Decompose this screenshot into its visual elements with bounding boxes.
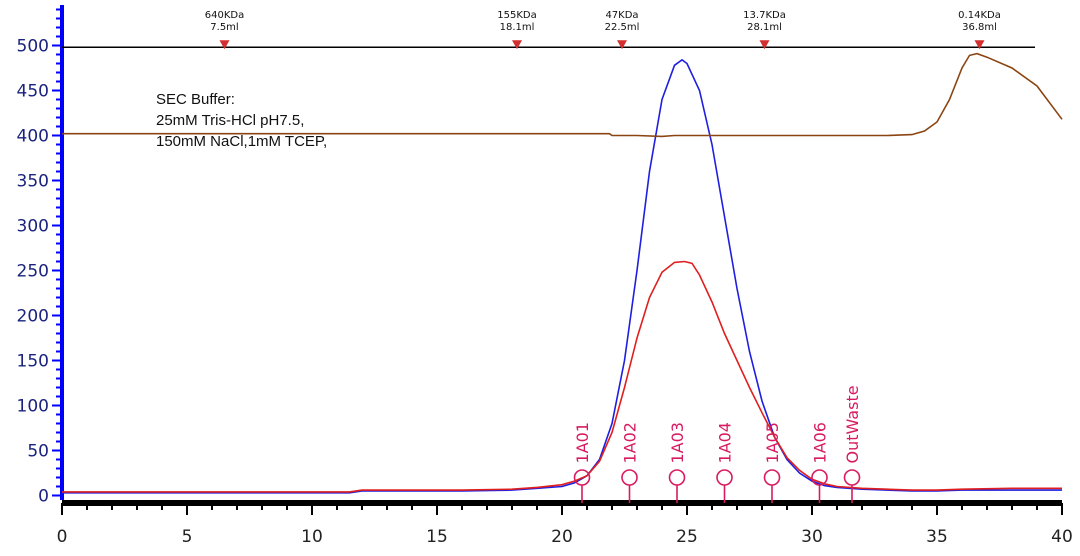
y-tick-label: 250: [17, 262, 49, 282]
fraction-circle: [621, 469, 638, 486]
fraction-label: OutWaste: [843, 385, 862, 463]
fraction-marker: 1A03: [668, 422, 687, 503]
x-tick-label: 35: [926, 527, 948, 547]
series-line-1: [62, 58, 1062, 494]
y-tick-label: 350: [17, 172, 49, 192]
fraction-markers: 1A01 1A02 1A03 1A04 1A05 1A06 OutWaste: [573, 385, 862, 503]
y-tick-label: 150: [17, 352, 49, 372]
fraction-marker: 1A05: [763, 422, 782, 503]
series-line-3: [62, 52, 1063, 138]
mw-volume-label: 22.5ml: [605, 22, 640, 33]
y-tick-label: 300: [17, 217, 49, 237]
x-tick-label: 30: [801, 527, 823, 547]
x-tick-label: 25: [676, 527, 698, 547]
fraction-label: 1A04: [716, 422, 735, 463]
fraction-label: 1A05: [763, 422, 782, 463]
mw-label: 640KDa: [205, 10, 244, 21]
buffer-line-1: SEC Buffer:: [156, 91, 235, 108]
x-ticks: 0 5 10 15 20 25 30 35 40: [57, 503, 1073, 547]
mw-volume-label: 36.8ml: [962, 22, 997, 33]
series-lines: [62, 52, 1063, 494]
series-line-2: [62, 260, 1062, 493]
mw-marker-triangle: [759, 40, 770, 50]
mw-marker-triangle: [512, 40, 522, 50]
x-tick-label: 20: [551, 527, 573, 547]
fraction-circle: [573, 469, 591, 486]
mw-label: 13.7KDa: [743, 10, 786, 21]
x-tick-label: 0: [57, 527, 68, 547]
y-tick-label: 50: [27, 442, 49, 462]
mw-volume-label: 7.5ml: [210, 22, 238, 33]
buffer-annotation: SEC Buffer: 25mM Tris-HCl pH7.5, 150mM N…: [156, 91, 327, 150]
buffer-line-2: 25mM Tris-HCl pH7.5,: [156, 112, 304, 129]
x-tick-label: 10: [301, 527, 323, 547]
mw-label: 155KDa: [497, 10, 536, 21]
axes: [60, 5, 1062, 506]
mw-volume-label: 28.1ml: [747, 22, 782, 33]
buffer-line-3: 150mM NaCl,1mM TCEP,: [156, 133, 327, 150]
y-tick-label: 200: [17, 307, 49, 327]
y-tick-label: 500: [17, 37, 49, 57]
mw-volume-label: 18.1ml: [500, 22, 535, 33]
x-tick-label: 15: [426, 527, 448, 547]
fraction-label: 1A01: [573, 422, 592, 463]
y-tick-label: 450: [17, 82, 49, 102]
fraction-marker: 1A06: [811, 422, 830, 503]
x-tick-label: 5: [182, 527, 193, 547]
fraction-circle: [843, 469, 861, 486]
fraction-circle: [811, 469, 828, 486]
fraction-marker: OutWaste: [843, 385, 862, 503]
fraction-circle: [763, 469, 781, 486]
fraction-marker: 1A02: [621, 422, 640, 503]
mw-label: 0.14KDa: [958, 10, 1001, 21]
fraction-label: 1A03: [668, 422, 687, 463]
y-ticks: 0 50 100 150 200 250 300 350 400 450 500: [17, 8, 62, 507]
fraction-marker: 1A04: [716, 422, 735, 503]
y-tick-label: 0: [38, 487, 49, 507]
y-tick-label: 100: [17, 397, 49, 417]
x-tick-label: 40: [1051, 527, 1073, 547]
mw-marker-triangle: [974, 40, 985, 50]
mw-label: 47KDa: [605, 10, 638, 21]
mw-marker-triangle: [219, 40, 230, 50]
mw-marker-triangle: [617, 40, 627, 50]
y-tick-label: 400: [17, 127, 49, 147]
fraction-label: 1A06: [811, 422, 830, 463]
fraction-circle: [668, 469, 686, 486]
fraction-circle: [716, 469, 733, 486]
fraction-marker: 1A01: [573, 422, 592, 503]
fraction-label: 1A02: [621, 422, 640, 463]
